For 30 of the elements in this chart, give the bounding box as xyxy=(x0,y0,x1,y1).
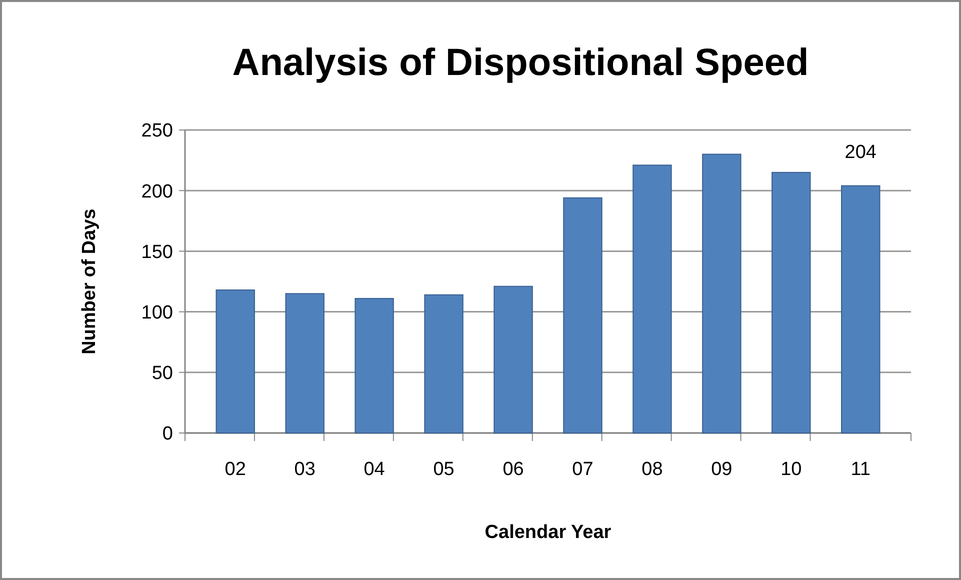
y-tick-label: 150 xyxy=(141,242,173,263)
bar xyxy=(494,286,533,434)
bar xyxy=(632,164,672,434)
y-tick-label: 250 xyxy=(141,120,173,142)
x-tick-label: 03 xyxy=(294,459,316,480)
y-axis-title: Number of Days xyxy=(79,208,100,354)
chart-title: Analysis of Dispositional Speed xyxy=(232,42,809,84)
bar xyxy=(216,289,255,434)
bar xyxy=(772,172,811,434)
y-tick-label: 0 xyxy=(162,424,173,445)
x-tick-label: 11 xyxy=(850,459,870,480)
bar xyxy=(563,197,602,434)
data-label: 204 xyxy=(844,142,877,163)
x-tick-label: 09 xyxy=(711,459,732,480)
x-axis-title: Calendar Year xyxy=(484,522,612,543)
y-tick-label: 200 xyxy=(141,181,173,202)
y-tick-label: 50 xyxy=(152,363,173,384)
x-tick-label: 05 xyxy=(433,459,454,480)
x-tick-label: 10 xyxy=(780,459,802,480)
bar xyxy=(841,185,880,434)
bar xyxy=(424,294,464,434)
x-tick-label: 07 xyxy=(572,459,594,480)
bar xyxy=(354,298,394,434)
bar xyxy=(702,154,742,434)
x-tick-label: 02 xyxy=(224,459,246,480)
x-tick-label: 08 xyxy=(642,459,663,480)
x-tick-label: 06 xyxy=(502,459,524,480)
x-tick-label: 04 xyxy=(364,459,386,480)
y-tick-label: 100 xyxy=(141,302,173,324)
bar xyxy=(285,293,324,434)
